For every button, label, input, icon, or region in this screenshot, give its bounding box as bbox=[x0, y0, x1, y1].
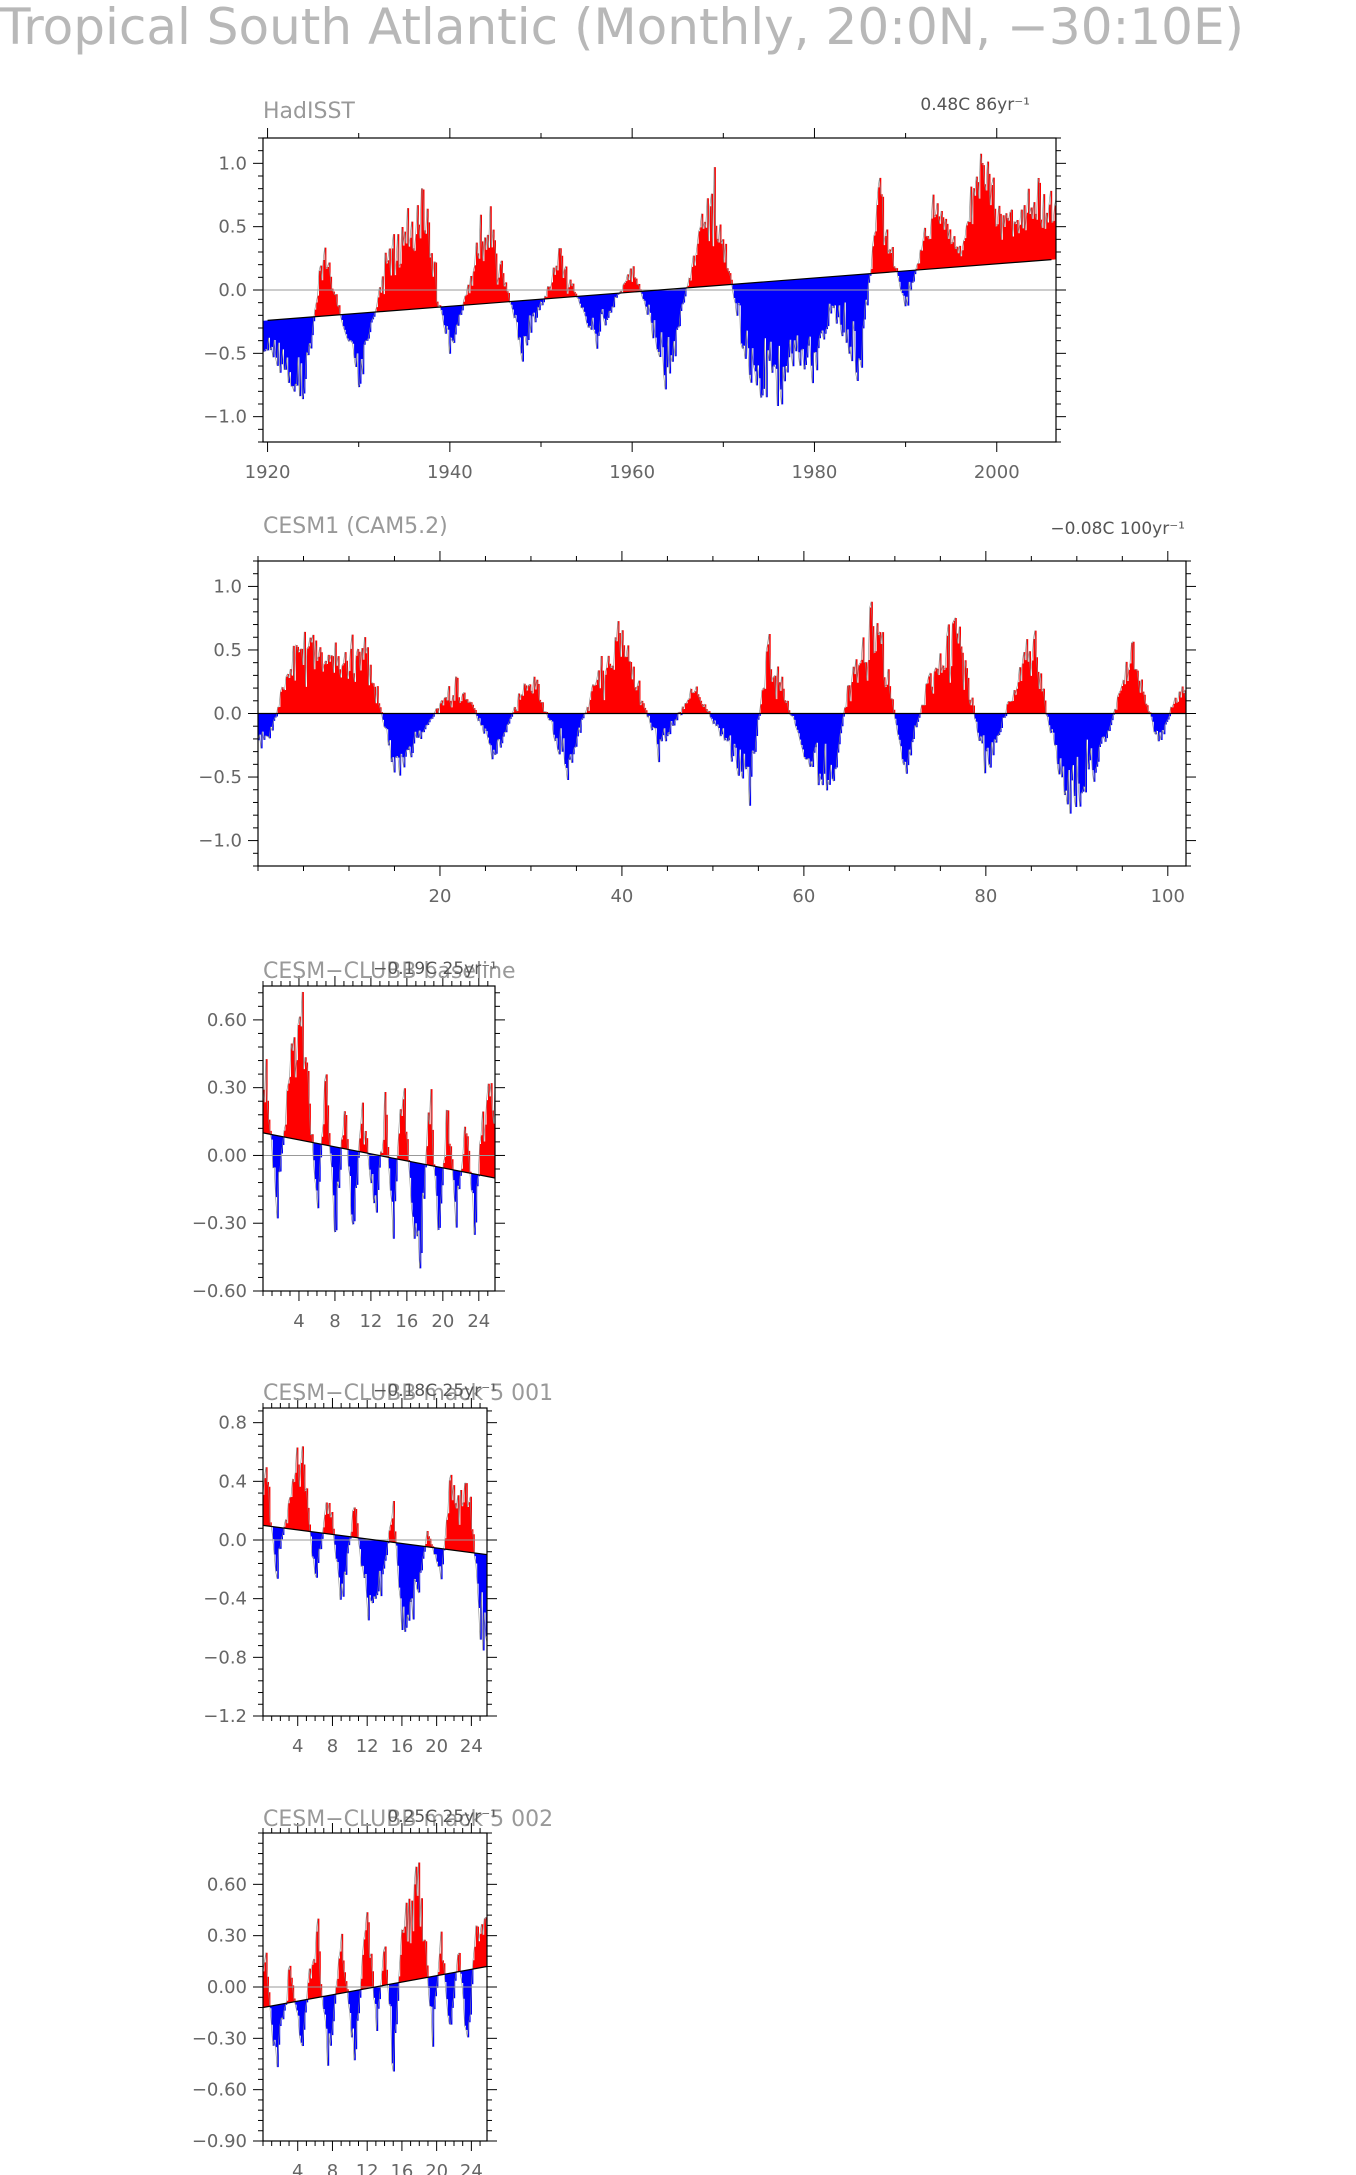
x-tick-label: 1980 bbox=[792, 462, 838, 483]
y-tick-label: −0.5 bbox=[203, 343, 247, 364]
series-line bbox=[258, 601, 1186, 814]
x-tick-label: 12 bbox=[359, 1311, 382, 1332]
x-tick-label: 8 bbox=[327, 2161, 338, 2175]
series-line bbox=[263, 153, 1056, 406]
panel-title: CESM−CLUBB mack 5 002 bbox=[263, 1807, 553, 1832]
panel-5: 0.60 0.30 0.00 −0.30 −0.60 −0.90 4 8 12 16 20 24 CES… bbox=[192, 1807, 553, 2175]
y-tick-label: −0.8 bbox=[203, 1647, 247, 1668]
y-tick-label: 0.30 bbox=[207, 1078, 247, 1099]
x-tick-label: 16 bbox=[395, 1311, 418, 1332]
panel-2: 1.0 0.5 0.0 −0.5 −1.0 20 40 60 80 100 CESM1 (CAM5.… bbox=[198, 514, 1196, 907]
trend-label: 0.25C 25yr⁻¹ bbox=[387, 1807, 497, 1827]
trend-line bbox=[263, 1524, 487, 1556]
panel-1: 1.0 0.5 0.0 −0.5 −1.0 1920 1940 1960 1980 2000 Had… bbox=[203, 95, 1066, 483]
positive-anomaly-fill bbox=[263, 1446, 475, 1553]
y-tick-label: 0.0 bbox=[213, 704, 242, 725]
y-tick-label: 0.30 bbox=[207, 1926, 247, 1947]
trend-label: −0.18C 25yr⁻¹ bbox=[373, 1381, 497, 1401]
y-tick-label: 1.0 bbox=[213, 576, 242, 597]
panel-title: CESM−CLUBB baseline bbox=[263, 959, 516, 984]
plot-frame bbox=[262, 1407, 488, 1717]
series-line bbox=[263, 1862, 487, 2072]
x-tick-label: 24 bbox=[467, 1311, 490, 1332]
y-tick-label: −0.60 bbox=[192, 2080, 247, 2101]
y-tick-label: −0.5 bbox=[198, 767, 242, 788]
negative-anomaly-fill bbox=[258, 713, 1171, 814]
positive-anomaly-fill bbox=[263, 1862, 487, 2008]
x-tick-label: 16 bbox=[390, 2161, 413, 2175]
x-tick-label: 1920 bbox=[245, 462, 291, 483]
anomaly-bars bbox=[263, 1446, 487, 1651]
y-tick-label: −1.2 bbox=[203, 1706, 247, 1727]
y-tick-label: −0.30 bbox=[192, 2028, 247, 2049]
x-tick-label: 60 bbox=[792, 886, 815, 907]
positive-anomaly-fill bbox=[263, 992, 495, 1178]
series-line bbox=[263, 1446, 487, 1651]
x-tick-label: 24 bbox=[460, 2161, 483, 2175]
y-tick-label: 0.4 bbox=[218, 1471, 247, 1492]
y-tick-label: 0.0 bbox=[218, 1530, 247, 1551]
panel-3: 0.60 0.30 0.00 −0.30 −0.60 4 8 12 16 20 24 CESM−CLU… bbox=[192, 959, 516, 1332]
y-tick-label: −0.90 bbox=[192, 2131, 247, 2152]
y-tick-label: 1.0 bbox=[218, 153, 247, 174]
negative-anomaly-fill bbox=[271, 1526, 487, 1651]
x-tick-label: 8 bbox=[327, 1736, 338, 1757]
trend-label: 0.48C 86yr⁻¹ bbox=[920, 95, 1030, 115]
negative-anomaly-fill bbox=[271, 1134, 480, 1269]
trend-label: −0.08C 100yr⁻¹ bbox=[1050, 519, 1185, 539]
positive-anomaly-fill bbox=[314, 153, 1056, 317]
x-tick-label: 4 bbox=[292, 1736, 303, 1757]
plot-frame bbox=[262, 985, 496, 1292]
panel-4: 0.8 0.4 0.0 −0.4 −0.8 −1.2 4 8 12 16 20 24 CESM−CLUB… bbox=[203, 1381, 553, 1757]
y-tick-label: 0.5 bbox=[213, 640, 242, 661]
x-tick-label: 20 bbox=[429, 886, 452, 907]
y-tick-label: 0.8 bbox=[218, 1413, 247, 1434]
y-tick-label: 0.0 bbox=[218, 280, 247, 301]
y-tick-label: −0.30 bbox=[192, 1213, 247, 1234]
x-tick-label: 4 bbox=[293, 1311, 304, 1332]
y-tick-label: −0.60 bbox=[192, 1281, 247, 1302]
anomaly-bars bbox=[258, 601, 1186, 814]
x-tick-label: 24 bbox=[460, 1736, 483, 1757]
x-tick-label: 4 bbox=[292, 2161, 303, 2175]
y-tick-label: 0.60 bbox=[207, 1874, 247, 1895]
panels: 1.0 0.5 0.0 −0.5 −1.0 1920 1940 1960 1980 2000 Had… bbox=[192, 95, 1196, 2175]
x-tick-label: 12 bbox=[356, 2161, 379, 2175]
y-tick-label: 0.00 bbox=[207, 1977, 247, 1998]
x-tick-label: 2000 bbox=[974, 462, 1020, 483]
figure-title: Tropical South Atlantic (Monthly, 20:0N,… bbox=[0, 0, 1244, 56]
panel-title: HadISST bbox=[263, 99, 355, 124]
trend-label: −0.19C 25yr⁻¹ bbox=[373, 959, 497, 979]
trend-line bbox=[263, 1965, 487, 2009]
y-tick-label: −0.4 bbox=[203, 1589, 247, 1610]
y-tick-label: 0.60 bbox=[207, 1010, 247, 1031]
anomaly-bars bbox=[263, 1862, 487, 2072]
trend-line bbox=[267, 259, 1052, 321]
anomaly-bars bbox=[263, 991, 495, 1269]
x-tick-label: 40 bbox=[610, 886, 633, 907]
y-tick-label: 0.5 bbox=[218, 217, 247, 238]
panel-title: CESM1 (CAM5.2) bbox=[263, 514, 448, 539]
x-tick-label: 16 bbox=[390, 1736, 413, 1757]
x-tick-label: 20 bbox=[425, 1736, 448, 1757]
trend-line bbox=[263, 1132, 495, 1179]
x-tick-label: 1940 bbox=[427, 462, 473, 483]
negative-anomaly-fill bbox=[270, 1969, 474, 2072]
positive-anomaly-fill bbox=[277, 601, 1186, 714]
y-tick-label: −1.0 bbox=[198, 831, 242, 852]
x-tick-label: 1960 bbox=[609, 462, 655, 483]
x-tick-label: 100 bbox=[1151, 886, 1185, 907]
y-tick-label: −1.0 bbox=[203, 407, 247, 428]
y-tick-label: 0.00 bbox=[207, 1145, 247, 1166]
panel-title: CESM−CLUBB mack 5 001 bbox=[263, 1381, 553, 1406]
negative-anomaly-fill bbox=[263, 270, 917, 406]
series-line bbox=[263, 991, 495, 1269]
x-tick-label: 80 bbox=[974, 886, 997, 907]
x-tick-label: 20 bbox=[425, 2161, 448, 2175]
x-tick-label: 8 bbox=[329, 1311, 340, 1332]
anomaly-bars bbox=[263, 153, 1056, 406]
x-tick-label: 12 bbox=[356, 1736, 379, 1757]
x-tick-label: 20 bbox=[431, 1311, 454, 1332]
